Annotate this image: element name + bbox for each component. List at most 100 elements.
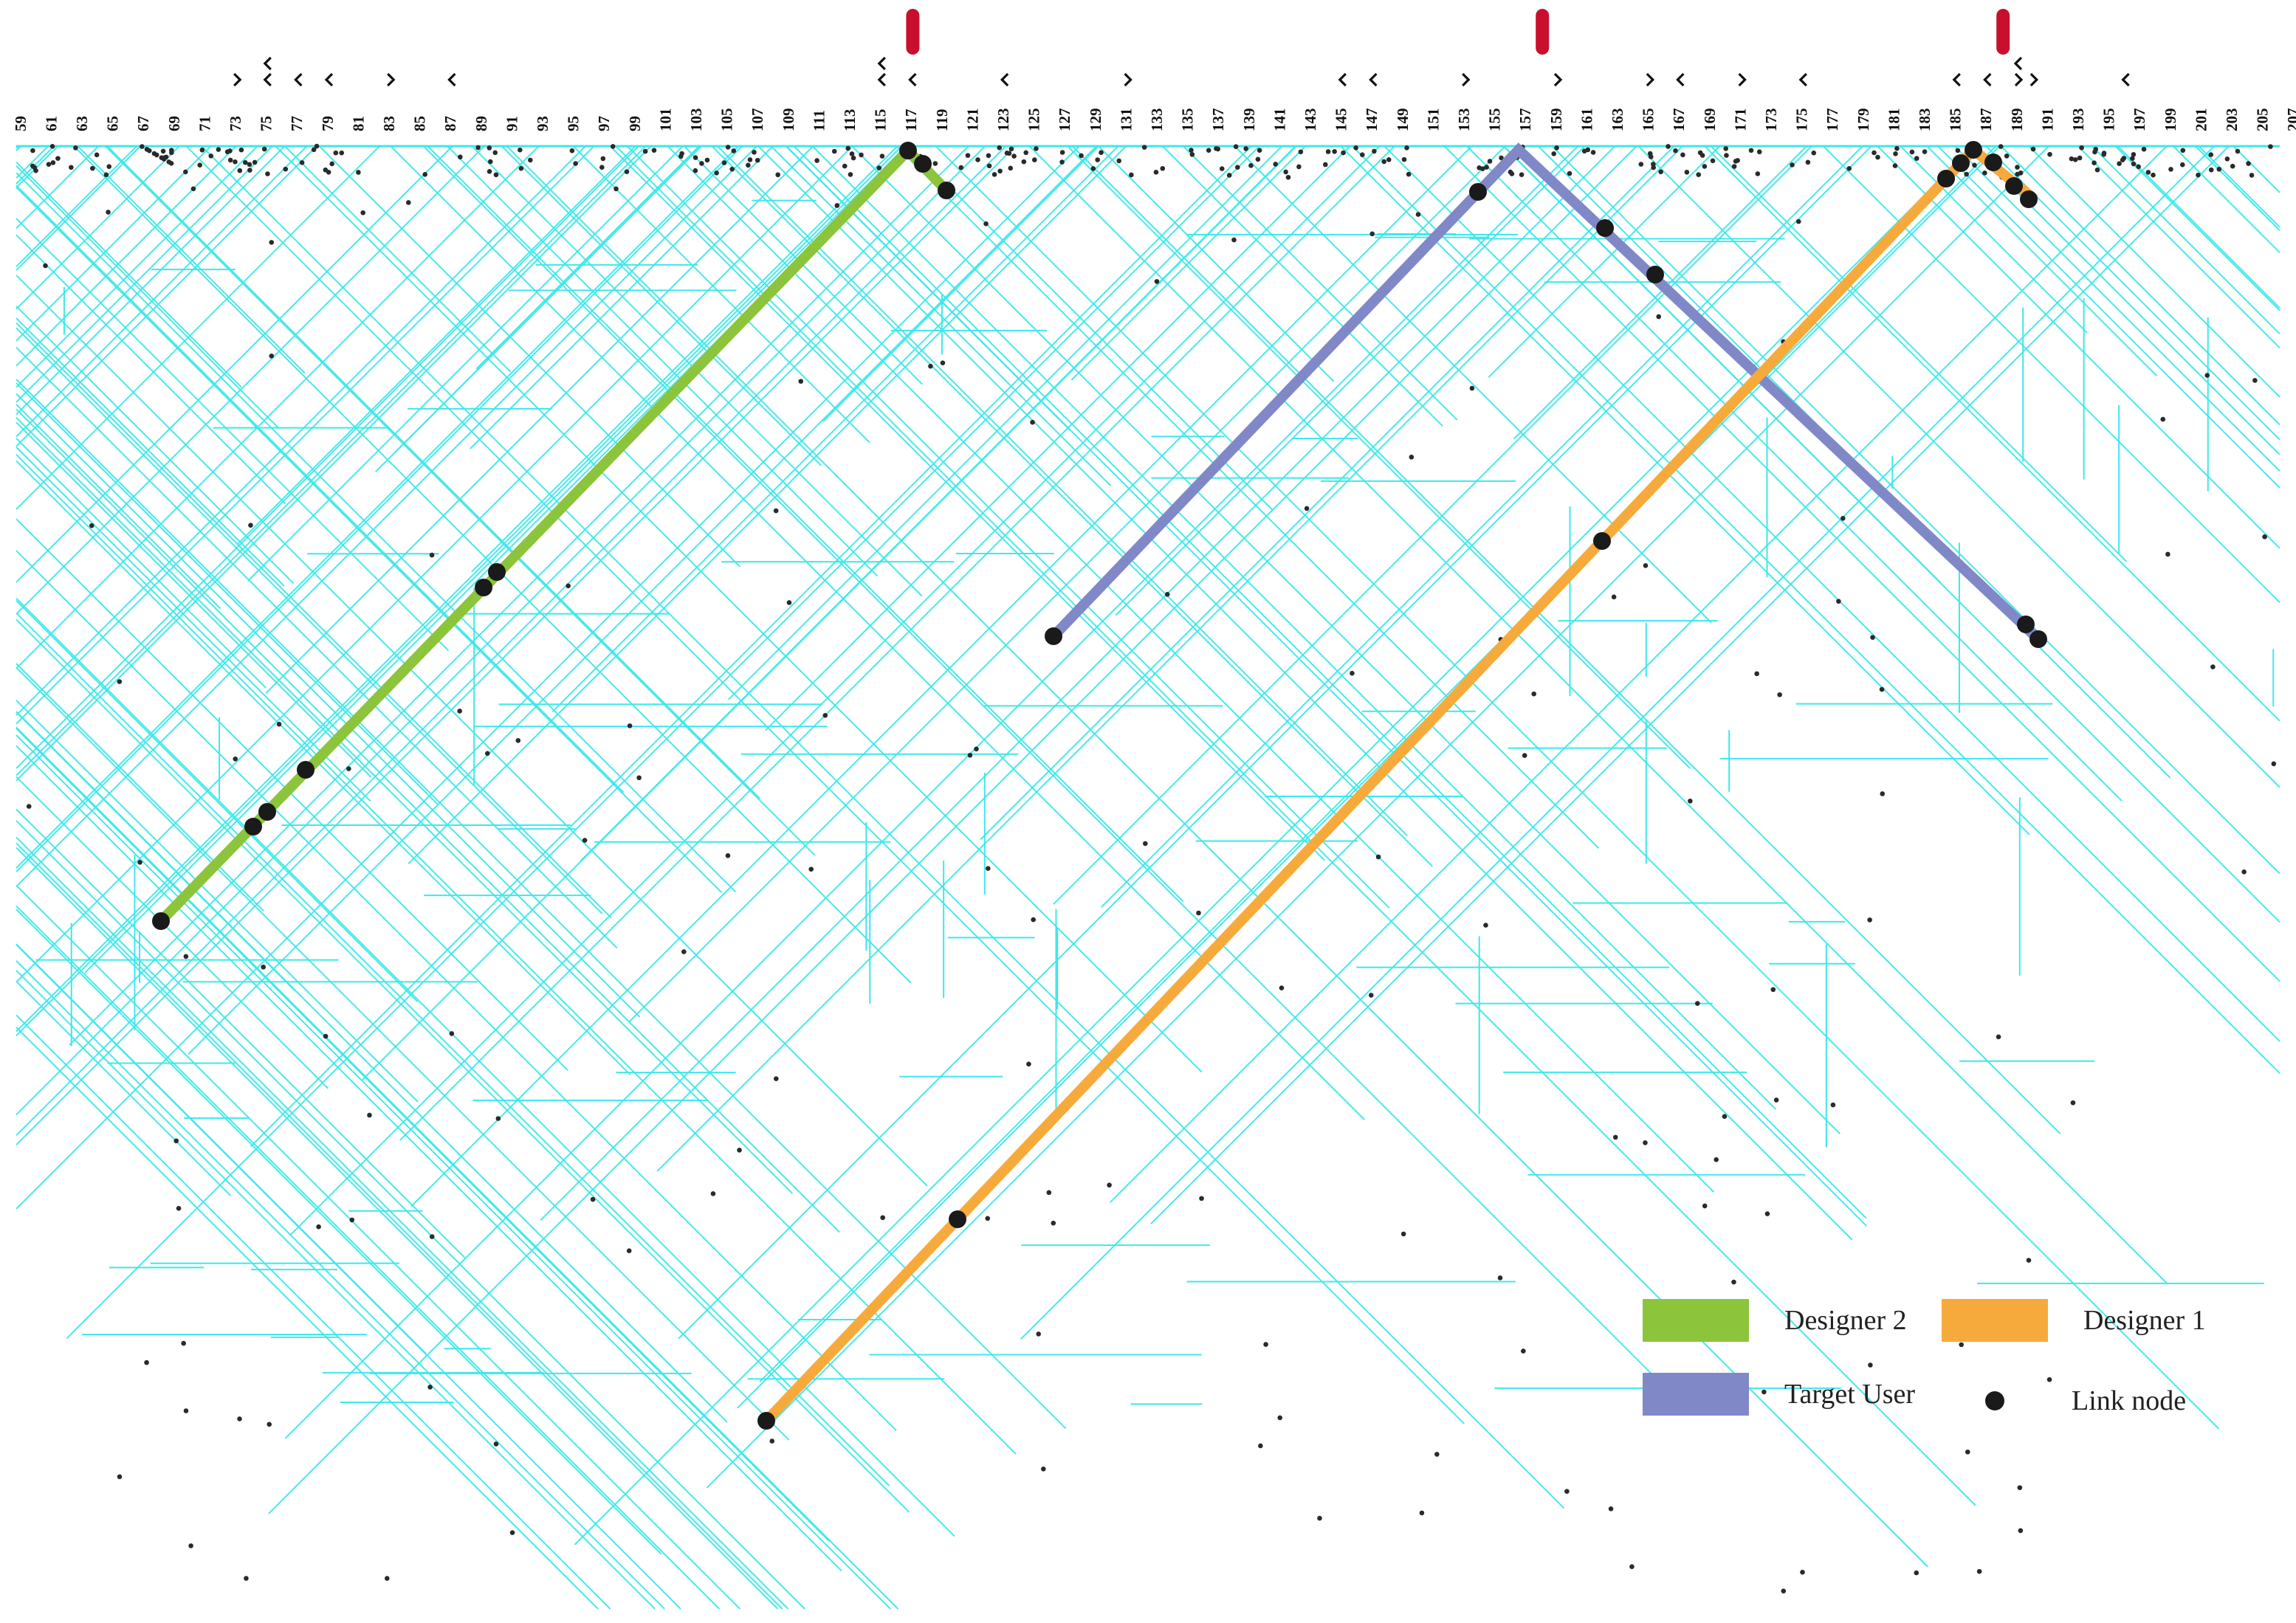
- small-node: [1372, 148, 1377, 154]
- connection-line: [16, 980, 232, 1196]
- small-node: [1699, 153, 1705, 158]
- chevron-left-icon: [2121, 72, 2130, 87]
- small-node: [346, 766, 351, 771]
- connection-line: [1443, 145, 2280, 982]
- tick-label: 73: [227, 116, 244, 131]
- small-node: [1386, 157, 1392, 162]
- small-node: [2131, 152, 2137, 157]
- small-node: [1434, 1452, 1440, 1457]
- tick-label: 115: [872, 109, 890, 131]
- connection-line: [16, 416, 794, 1194]
- small-node: [1353, 145, 1358, 151]
- tick-label: 177: [1824, 108, 1841, 132]
- small-node: [1590, 150, 1596, 155]
- small-node: [238, 147, 244, 153]
- small-node: [2077, 155, 2083, 161]
- small-node: [2130, 156, 2135, 162]
- tick-label: 127: [1056, 108, 1073, 132]
- connection-line: [656, 145, 1683, 1172]
- small-node: [1755, 171, 1761, 176]
- connection-line: [106, 145, 760, 799]
- small-node: [681, 949, 687, 954]
- small-node: [1046, 1190, 1052, 1196]
- tick-label: 153: [1455, 108, 1473, 132]
- small-node: [1021, 159, 1027, 165]
- target-user-swatch: [1643, 1373, 1749, 1416]
- small-node: [1781, 1588, 1787, 1593]
- connection-line: [1100, 145, 1863, 908]
- connection-line: [16, 145, 317, 447]
- small-node: [199, 147, 205, 153]
- tick-label: 149: [1394, 108, 1412, 132]
- designer-2-swatch: [1643, 1299, 1749, 1342]
- connection-line: [16, 145, 595, 725]
- connection-line: [1466, 145, 2123, 802]
- connection-line: [284, 145, 512, 373]
- connection-line: [16, 218, 450, 652]
- small-node: [169, 150, 174, 156]
- small-node: [1153, 170, 1159, 175]
- tick-label: 61: [42, 116, 60, 131]
- small-node: [710, 1191, 716, 1196]
- small-node: [475, 145, 481, 151]
- chevron-left-icon: [2013, 56, 2023, 71]
- small-node: [651, 148, 657, 153]
- tick-label: 133: [1148, 108, 1166, 132]
- chevron-right-icon: [1124, 72, 1132, 87]
- small-node: [248, 523, 253, 528]
- small-node: [1036, 1331, 1041, 1337]
- small-node: [1647, 151, 1653, 156]
- small-node: [573, 161, 578, 166]
- small-node: [2235, 148, 2241, 154]
- connection-line: [2077, 145, 2280, 349]
- small-node: [1702, 164, 1708, 169]
- connection-line: [628, 145, 1506, 1023]
- small-node: [2030, 146, 2036, 152]
- link-node: [258, 803, 276, 821]
- connection-line: [247, 145, 684, 582]
- connection-line: [851, 145, 1841, 1134]
- connection-line: [1637, 145, 2280, 788]
- small-node: [183, 954, 189, 959]
- small-node: [89, 523, 94, 528]
- small-node: [1875, 154, 1880, 160]
- small-node: [985, 1216, 991, 1221]
- connection-line: [16, 728, 830, 1542]
- link-node: [914, 155, 932, 173]
- small-node: [1868, 1362, 1873, 1368]
- connection-line: [2000, 145, 2280, 426]
- small-node: [349, 1217, 355, 1223]
- chevron-right-icon: [1646, 72, 1655, 87]
- small-node: [1773, 1097, 1779, 1103]
- small-node: [1879, 686, 1885, 692]
- small-node: [1656, 314, 1662, 320]
- small-node: [1285, 174, 1291, 180]
- connection-line: [667, 145, 1715, 1193]
- chevron-left-icon: [447, 72, 456, 87]
- connection-line: [16, 145, 55, 185]
- connection-line: [786, 145, 1867, 1227]
- small-node: [940, 360, 946, 365]
- small-node: [967, 752, 973, 758]
- small-node: [2271, 761, 2277, 767]
- chevron-left-icon: [263, 56, 272, 71]
- tick-label: 171: [1731, 108, 1749, 132]
- small-node: [880, 1215, 885, 1221]
- small-node: [1079, 153, 1084, 159]
- small-node: [2004, 154, 2010, 159]
- small-node: [1731, 1279, 1736, 1285]
- small-node: [692, 168, 698, 173]
- small-node: [1296, 164, 1302, 170]
- small-node: [1041, 1466, 1046, 1472]
- small-node: [678, 154, 684, 159]
- tick-label: 113: [841, 109, 859, 131]
- tick-label: 87: [441, 116, 459, 131]
- connection-line: [2198, 145, 2280, 228]
- connection-line: [265, 145, 814, 694]
- connection-line: [572, 145, 870, 444]
- small-node: [176, 1205, 182, 1211]
- connection-line: [16, 666, 790, 1441]
- tick-label: 207: [2284, 108, 2296, 132]
- small-node: [55, 156, 61, 161]
- small-node: [233, 159, 238, 165]
